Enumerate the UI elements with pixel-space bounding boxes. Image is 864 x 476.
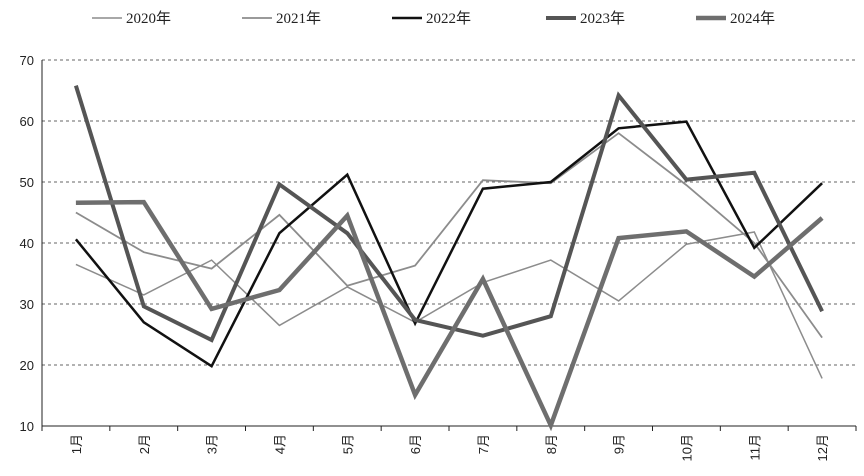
y-tick-label: 50 [20,175,34,190]
x-tick-label: 7月 [476,434,491,454]
series-line-2021年 [75,132,823,339]
x-tick-label: 12月 [815,434,830,461]
x-axis: 1月 2月 3月 4月 5月 6月 7月 8月 9月 10月 11月 12月 [41,425,857,461]
y-axis: 10 20 30 40 50 60 70 [20,53,43,434]
legend-label: 2024年 [730,10,775,27]
y-tick-label: 30 [20,297,34,312]
x-tick-label: 8月 [544,434,559,454]
x-tick-label: 10月 [679,434,694,461]
x-tick-label: 1月 [69,434,84,454]
y-tick-label: 60 [20,114,34,129]
grid-lines [42,59,856,366]
series-line-2023年 [73,85,824,343]
series-lines [73,85,824,432]
x-tick-label: 6月 [408,434,423,454]
legend-label: 2021年 [276,10,321,27]
legend-label: 2020年 [126,10,171,27]
legend-label: 2023年 [580,10,625,27]
x-tick-label: 9月 [612,434,627,454]
y-tick-label: 40 [20,236,34,251]
y-tick-label: 10 [20,419,34,434]
series-line-2022年 [74,120,823,369]
legend-label: 2022年 [426,10,471,27]
x-tick-label: 3月 [205,434,220,454]
x-tick-label: 5月 [340,434,355,454]
y-tick-label: 70 [20,53,34,68]
y-tick-label: 20 [20,358,34,373]
x-tick-label: 11月 [747,434,762,461]
legend: 2020年 2021年 2022年 2023年 2024年 [92,10,775,27]
x-tick-label: 2月 [137,434,152,454]
x-tick-label: 4月 [272,434,287,454]
series-line-2024年 [75,199,824,432]
